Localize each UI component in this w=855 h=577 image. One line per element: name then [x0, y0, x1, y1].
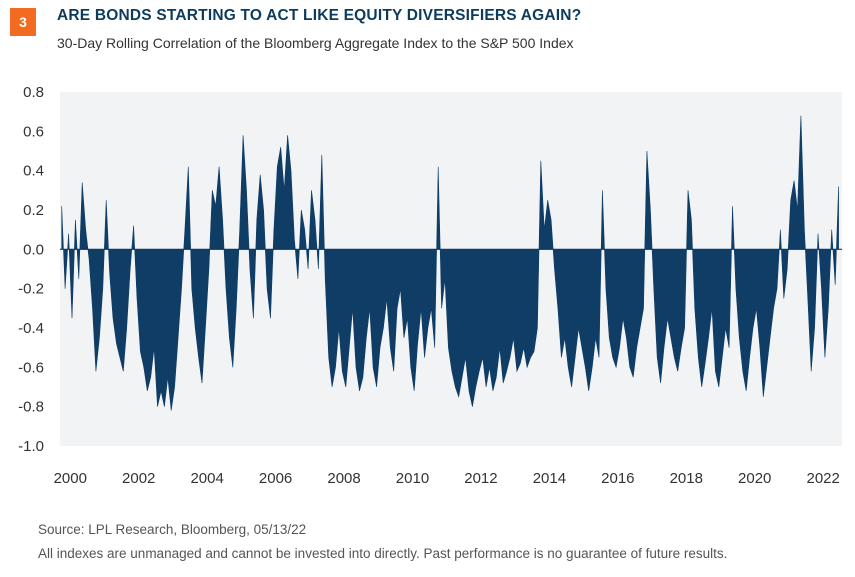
y-tick-label: -0.8	[18, 399, 44, 416]
x-tick-label: 2016	[601, 470, 634, 487]
x-tick-label: 2010	[396, 470, 429, 487]
x-tick-label: 2004	[190, 470, 223, 487]
x-tick-label: 2014	[533, 470, 566, 487]
y-tick-label: -0.2	[18, 281, 44, 298]
x-tick-label: 2020	[738, 470, 771, 487]
disclaimer-note: All indexes are unmanaged and cannot be …	[38, 546, 728, 561]
x-tick-label: 2018	[670, 470, 703, 487]
y-tick-label: 0.0	[23, 241, 44, 258]
x-axis-ticks: 2000 2002 2004 2006 2008 2010 2012 2014 2016 2018…	[54, 470, 840, 487]
y-axis-ticks: 0.8 0.6 0.4 0.2 0.0 -0.2 -0.4 -0.6 -0.8 -1.0	[18, 84, 44, 455]
figure-number-badge: 3	[10, 8, 36, 36]
correlation-chart: 0.8 0.6 0.4 0.2 0.0 -0.2 -0.4 -0.6 -0.8 -1.0 2000…	[18, 84, 842, 487]
x-tick-label: 2012	[464, 470, 497, 487]
y-tick-label: 0.2	[23, 202, 44, 219]
y-tick-label: 0.8	[23, 84, 44, 101]
y-tick-label: 0.6	[23, 123, 44, 140]
chart-subtitle: 30-Day Rolling Correlation of the Bloomb…	[57, 35, 574, 51]
y-tick-label: -0.4	[18, 320, 44, 337]
x-tick-label: 2002	[122, 470, 155, 487]
x-tick-label: 2000	[54, 470, 87, 487]
y-tick-label: 0.4	[23, 163, 44, 180]
source-note: Source: LPL Research, Bloomberg, 05/13/2…	[38, 522, 307, 537]
chart-title: ARE BONDS STARTING TO ACT LIKE EQUITY DI…	[57, 7, 582, 24]
y-tick-label: -0.6	[18, 359, 44, 376]
y-tick-label: -1.0	[18, 438, 44, 455]
correlation-area	[61, 115, 839, 411]
x-tick-label: 2022	[806, 470, 839, 487]
area-series-group	[61, 115, 839, 411]
x-tick-label: 2006	[259, 470, 292, 487]
x-tick-label: 2008	[327, 470, 360, 487]
